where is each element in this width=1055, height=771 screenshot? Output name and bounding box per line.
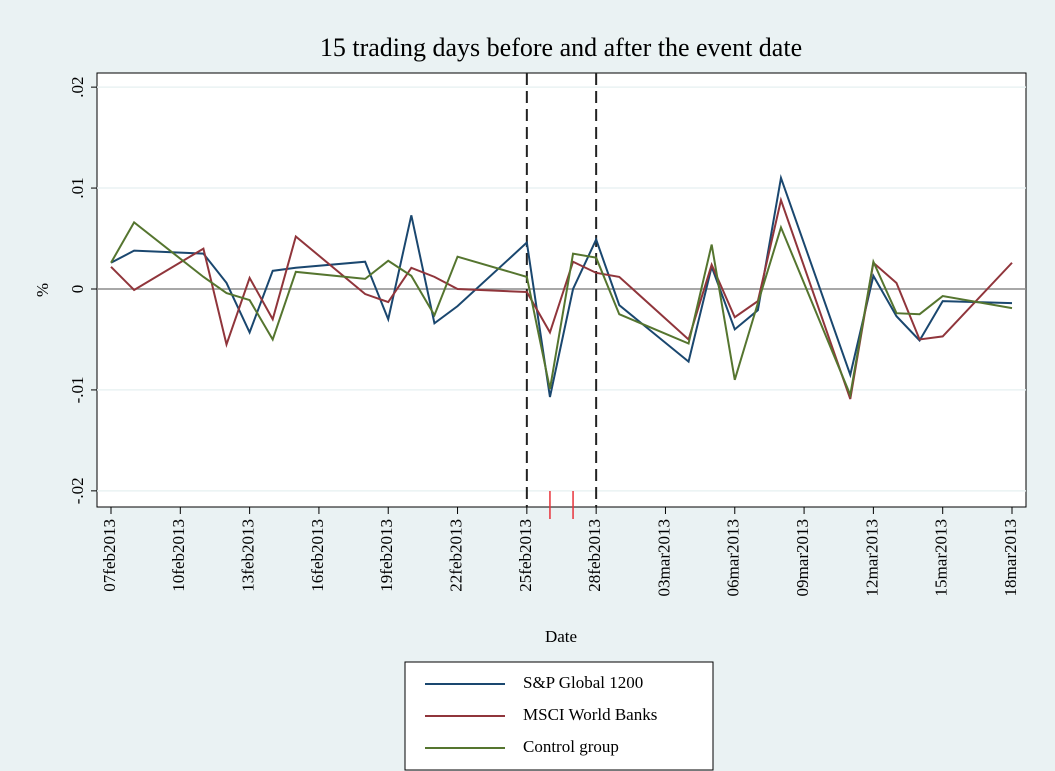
- x-tick-label: 06mar2013: [724, 519, 743, 596]
- x-tick-label: 15mar2013: [932, 519, 951, 596]
- y-tick-label: .01: [68, 177, 87, 198]
- x-tick-label: 13feb2013: [239, 519, 258, 592]
- chart-title: 15 trading days before and after the eve…: [320, 33, 802, 62]
- y-axis-label: %: [33, 283, 52, 297]
- x-tick-label: 19feb2013: [377, 519, 396, 592]
- x-tick-label: 22feb2013: [446, 519, 465, 592]
- x-tick-label: 16feb2013: [308, 519, 327, 592]
- x-tick-label: 09mar2013: [793, 519, 812, 596]
- series-line: [110, 220, 1013, 399]
- y-tick-label: -.02: [68, 477, 87, 504]
- legend-label: Control group: [523, 737, 619, 756]
- legend-label: MSCI World Banks: [523, 705, 657, 724]
- plot-area: [96, 72, 1027, 508]
- y-tick-label: .02: [68, 77, 87, 98]
- x-tick-label: 10feb2013: [169, 519, 188, 592]
- x-tick-label: 07feb2013: [100, 519, 119, 592]
- y-tick-label: -.01: [68, 376, 87, 403]
- x-tick-label: 25feb2013: [516, 519, 535, 592]
- x-tick-label: 28feb2013: [585, 519, 604, 592]
- x-tick-label: 18mar2013: [1001, 519, 1020, 596]
- x-tick-label: 03mar2013: [654, 519, 673, 596]
- legend-label: S&P Global 1200: [523, 673, 643, 692]
- y-tick-label: 0: [68, 285, 87, 294]
- x-tick-label: 12mar2013: [862, 519, 881, 596]
- x-axis-label: Date: [545, 627, 577, 646]
